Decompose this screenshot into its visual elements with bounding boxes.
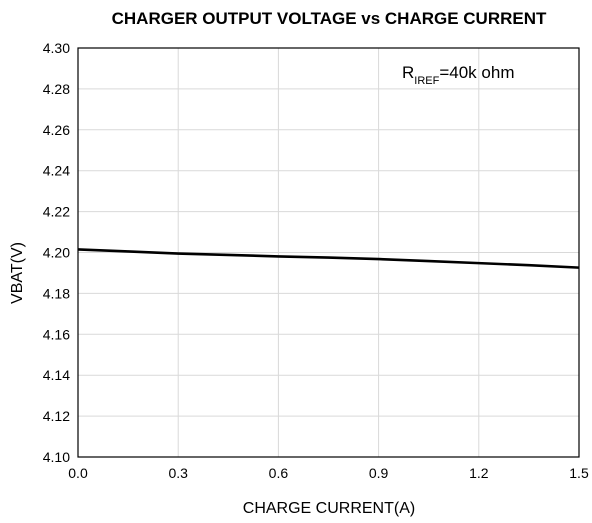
annotation-rest: =40k ohm bbox=[439, 63, 514, 82]
x-tick-label: 1.5 bbox=[569, 465, 589, 481]
annotation: RIREF=40k ohm bbox=[402, 63, 514, 87]
y-tick-label: 4.16 bbox=[43, 326, 70, 342]
y-tick-label: 4.22 bbox=[43, 204, 70, 220]
annotation-main: R bbox=[402, 63, 414, 82]
y-tick-label: 4.14 bbox=[43, 367, 70, 383]
y-tick-label: 4.30 bbox=[43, 40, 70, 56]
y-tick-label: 4.20 bbox=[43, 245, 70, 261]
x-tick-label: 1.2 bbox=[469, 465, 489, 481]
chart-title: CHARGER OUTPUT VOLTAGE vs CHARGE CURRENT bbox=[112, 9, 547, 28]
x-tick-label: 0.3 bbox=[168, 465, 188, 481]
x-ticks: 0.0 0.3 0.6 0.9 1.2 1.5 bbox=[68, 465, 589, 481]
y-ticks: 4.10 4.12 4.14 4.16 4.18 4.20 4.22 4.24 4.26 4.28… bbox=[43, 40, 70, 465]
plot-frame bbox=[77, 47, 580, 458]
series-line bbox=[77, 248, 580, 269]
x-axis-label: CHARGE CURRENT(A) bbox=[243, 500, 415, 517]
y-tick-label: 4.28 bbox=[43, 81, 70, 97]
x-tick-label: 0.0 bbox=[68, 465, 88, 481]
y-tick-label: 4.10 bbox=[43, 449, 70, 465]
y-tick-label: 4.12 bbox=[43, 408, 70, 424]
x-tick-label: 0.6 bbox=[269, 465, 289, 481]
y-tick-label: 4.18 bbox=[43, 285, 70, 301]
y-tick-label: 4.26 bbox=[43, 122, 70, 138]
x-tick-label: 0.9 bbox=[369, 465, 389, 481]
y-axis-label: VBAT(V) bbox=[9, 242, 26, 304]
series bbox=[77, 248, 580, 269]
y-tick-label: 4.24 bbox=[43, 163, 70, 179]
annotation-sub: IREF bbox=[414, 75, 439, 87]
